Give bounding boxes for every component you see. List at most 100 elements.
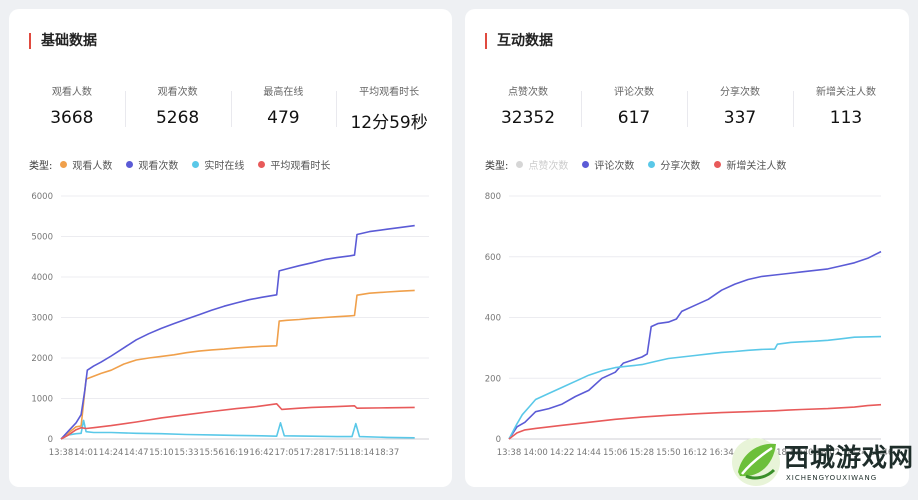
series-line-1 — [60, 224, 415, 440]
legend-item[interactable]: 实时在线 — [192, 157, 244, 172]
legend-item[interactable]: 分享次数 — [648, 157, 700, 172]
basic-data-line-chart: 0 1000 2000 3000 4000 5000 6000 13:38 14:01 14:24… — [31, 192, 429, 458]
legend-dot-icon — [126, 161, 134, 168]
legend-label: 实时在线 — [204, 161, 245, 172]
legend-dot-icon — [192, 161, 200, 168]
y-tick-label: 400 — [485, 314, 501, 324]
watermark-subtext: XICHENGYOUXIWANG — [786, 474, 878, 482]
stat-label: 观看人数 — [51, 87, 92, 98]
y-tick-label: 3000 — [31, 314, 53, 324]
watermark-text: 西城游戏网 — [784, 443, 915, 472]
x-tick-label: 15:28 — [630, 448, 655, 458]
basic-data-panel: 基础数据 观看人数 3668 观看次数 5268 最高在线 479 平均观看时长… — [9, 9, 452, 487]
y-tick-label: 2000 — [31, 354, 53, 364]
panel-title: 互动数据 — [485, 33, 553, 49]
legend-dot-icon — [258, 161, 266, 168]
legend-item[interactable]: 评论次数 — [582, 157, 634, 172]
series-line-2 — [60, 419, 415, 440]
stat-label: 分享次数 — [720, 87, 760, 98]
series-line-2 — [508, 335, 882, 440]
x-tick-label: 14:47 — [124, 448, 149, 458]
leaf-logo-icon — [732, 438, 780, 486]
legend-dot-icon — [582, 161, 590, 168]
x-tick-label: 15:33 — [174, 448, 199, 458]
x-tick-label: 16:12 — [683, 448, 708, 458]
x-tick-label: 14:22 — [550, 448, 575, 458]
legend-label: 点赞次数 — [528, 161, 569, 172]
stat-view-users: 观看人数 3668 — [19, 81, 125, 137]
x-tick-label: 18:14 — [350, 448, 375, 458]
legend-item[interactable]: 点赞次数 — [516, 157, 568, 172]
x-tick-label: 18:46 — [869, 448, 894, 458]
stat-likes: 点赞次数 32352 — [475, 81, 581, 137]
stat-label: 新增关注人数 — [816, 87, 876, 98]
stat-peak-online: 最高在线 479 — [230, 81, 337, 137]
legend-item[interactable]: 平均观看时长 — [258, 157, 330, 172]
legend-dot-icon — [648, 161, 656, 168]
x-tick-label: 14:44 — [576, 448, 601, 458]
x-tick-label: 14:00 — [523, 448, 548, 458]
stat-value: 479 — [267, 108, 300, 128]
legend-dot-icon — [516, 161, 524, 168]
x-tick-label: 17:40 — [789, 448, 814, 458]
x-tick-label: 16:19 — [224, 448, 249, 458]
legend-label: 评论次数 — [594, 161, 635, 172]
x-tick-label: 14:01 — [74, 448, 99, 458]
y-tick-label: 800 — [485, 192, 501, 202]
x-tick-label: 15:56 — [199, 448, 224, 458]
stat-avg-watch-time: 平均观看时长 12分59秒 — [336, 81, 442, 137]
watermark-logo: 西城游戏网 XICHENGYOUXIWANG — [730, 432, 913, 494]
series-line-3 — [508, 403, 882, 440]
series-line-1 — [508, 250, 882, 440]
legend-item[interactable]: 观看次数 — [126, 157, 178, 172]
chart-legend: 类型: 观看人数 观看次数 实时在线 平均观看时长 — [29, 157, 344, 172]
x-tick-label: 15:06 — [603, 448, 628, 458]
legend-label: 观看次数 — [138, 161, 179, 172]
interaction-data-panel: 互动数据 点赞次数 32352 评论次数 617 分享次数 337 新增关注人数… — [465, 9, 909, 487]
y-tick-label: 1000 — [31, 395, 53, 405]
stat-view-count: 观看次数 5268 — [124, 81, 231, 137]
y-tick-label: 200 — [485, 374, 501, 384]
stat-label: 点赞次数 — [508, 87, 548, 98]
stat-value: 617 — [617, 108, 651, 128]
x-tick-label: 17:51 — [325, 448, 350, 458]
stats-row: 观看人数 3668 观看次数 5268 最高在线 479 平均观看时长 12分5… — [19, 81, 442, 137]
legend-prefix: 类型: — [485, 161, 509, 172]
legend-item[interactable]: 新增关注人数 — [714, 157, 786, 172]
stat-label: 平均观看时长 — [359, 87, 420, 98]
x-tick-label: 13:38 — [497, 448, 522, 458]
stat-comments: 评论次数 617 — [581, 81, 687, 137]
stat-shares: 分享次数 337 — [687, 81, 793, 137]
panel-title: 基础数据 — [29, 33, 97, 49]
y-tick-label: 0 — [48, 435, 53, 445]
x-tick-label: 16:42 — [249, 448, 274, 458]
x-tick-label: 18:24 — [842, 448, 867, 458]
y-tick-label: 6000 — [31, 192, 53, 202]
stat-label: 观看次数 — [157, 87, 198, 98]
x-tick-label: 13:38 — [49, 448, 74, 458]
chart-legend: 类型: 点赞次数 评论次数 分享次数 新增关注人数 — [485, 157, 800, 172]
stat-value: 3668 — [50, 108, 94, 128]
legend-prefix: 类型: — [29, 161, 53, 172]
y-tick-label: 5000 — [31, 233, 53, 243]
x-tick-label: 15:10 — [149, 448, 174, 458]
legend-dot-icon — [714, 161, 722, 168]
legend-label: 观看人数 — [72, 161, 113, 172]
stat-value: 337 — [723, 108, 757, 128]
legend-item[interactable]: 观看人数 — [60, 157, 112, 172]
stat-value: 5268 — [155, 108, 200, 128]
y-tick-label: 0 — [496, 435, 501, 445]
stat-new-followers: 新增关注人数 113 — [793, 81, 899, 137]
stat-value: 32352 — [500, 108, 556, 128]
x-tick-label: 15:50 — [656, 448, 681, 458]
legend-label: 平均观看时长 — [270, 161, 331, 172]
x-tick-label: 14:24 — [99, 448, 124, 458]
x-tick-label: 18:02 — [816, 448, 841, 458]
series-line-3 — [60, 403, 415, 440]
legend-dot-icon — [60, 161, 68, 168]
stat-value: 12分59秒 — [350, 113, 428, 133]
stats-row: 点赞次数 32352 评论次数 617 分享次数 337 新增关注人数 113 — [475, 81, 899, 137]
legend-label: 新增关注人数 — [726, 161, 787, 172]
x-tick-label: 18:37 — [375, 448, 400, 458]
